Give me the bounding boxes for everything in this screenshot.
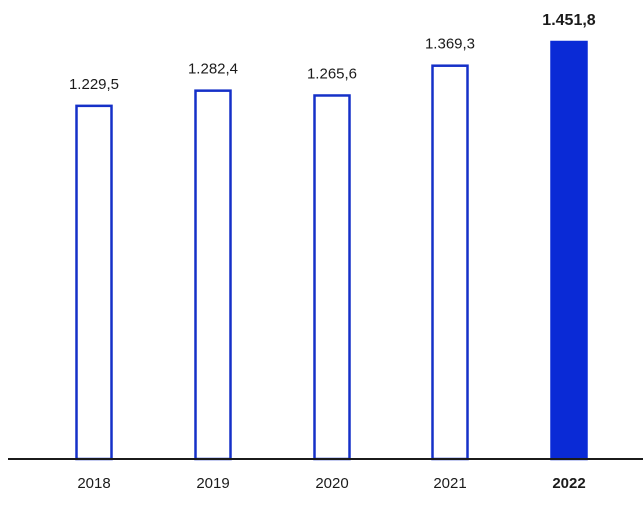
bar-2018 [75, 104, 113, 461]
value-label-2018: 1.229,5 [69, 76, 119, 93]
bars-group [75, 40, 588, 461]
value-label-2020: 1.265,6 [307, 65, 357, 82]
bar-2022 [550, 40, 588, 461]
value-labels-group: 1.229,5 1.282,4 1.265,6 1.369,3 1.451,8 [69, 12, 596, 93]
x-tick-label-2018: 2018 [77, 475, 110, 492]
bar-2019 [194, 89, 232, 461]
bar-2020 [313, 94, 351, 461]
value-label-2019: 1.282,4 [188, 61, 238, 78]
value-label-2022: 1.451,8 [542, 12, 595, 29]
x-tick-label-2020: 2020 [315, 475, 348, 492]
x-tick-label-2019: 2019 [196, 475, 229, 492]
value-label-2021: 1.369,3 [425, 36, 475, 53]
bar-2021 [431, 64, 469, 461]
x-tick-label-2021: 2021 [433, 475, 466, 492]
x-tick-label-2022: 2022 [552, 475, 585, 492]
x-tick-labels-group: 2018 2019 2020 2021 2022 [77, 475, 585, 492]
